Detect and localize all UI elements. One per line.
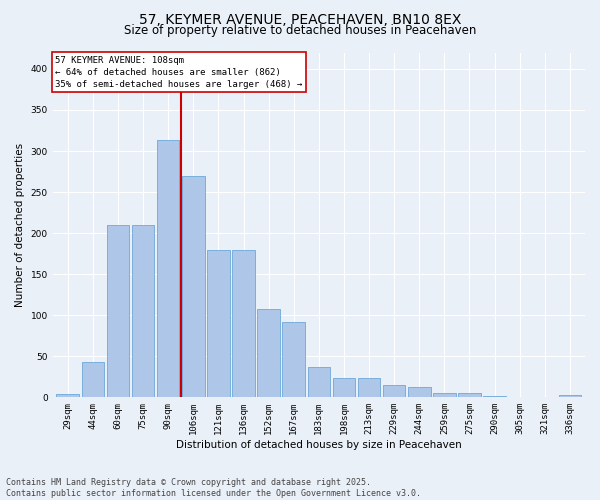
Bar [107,225,129,398]
X-axis label: Distribution of detached houses by size in Peacehaven: Distribution of detached houses by size … [176,440,462,450]
Bar [383,385,406,398]
Text: 57 KEYMER AVENUE: 108sqm
← 64% of detached houses are smaller (862)
35% of semi-: 57 KEYMER AVENUE: 108sqm ← 64% of detach… [55,56,302,88]
Bar [559,395,581,398]
Bar [157,140,179,398]
Text: 57, KEYMER AVENUE, PEACEHAVEN, BN10 8EX: 57, KEYMER AVENUE, PEACEHAVEN, BN10 8EX [139,12,461,26]
Y-axis label: Number of detached properties: Number of detached properties [15,143,25,307]
Bar [82,362,104,398]
Bar [308,367,330,398]
Bar [484,396,506,398]
Bar [182,176,205,398]
Bar [508,396,531,398]
Bar [332,378,355,398]
Bar [56,394,79,398]
Bar [207,250,230,398]
Text: Size of property relative to detached houses in Peacehaven: Size of property relative to detached ho… [124,24,476,37]
Text: Contains HM Land Registry data © Crown copyright and database right 2025.
Contai: Contains HM Land Registry data © Crown c… [6,478,421,498]
Bar [358,378,380,398]
Bar [408,386,431,398]
Bar [257,308,280,398]
Bar [458,393,481,398]
Bar [232,250,255,398]
Bar [132,225,154,398]
Bar [283,322,305,398]
Bar [433,393,455,398]
